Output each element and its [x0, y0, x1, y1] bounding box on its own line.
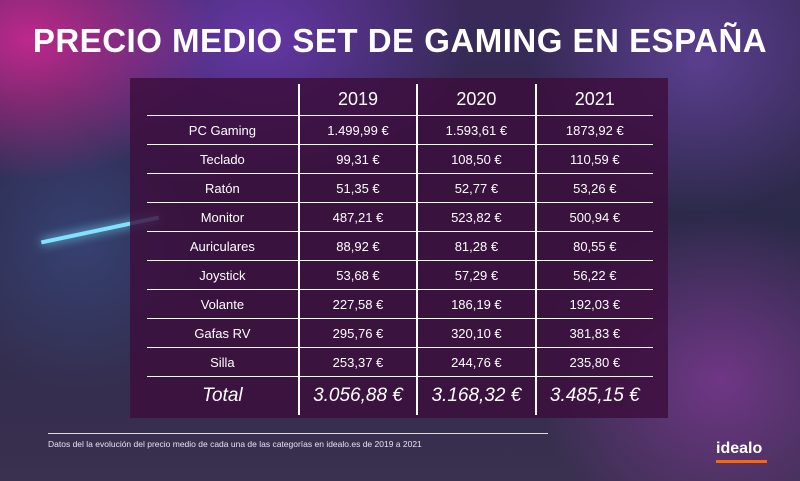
cell-2020: 523,82 €	[416, 202, 536, 232]
cell-2019: 53,68 €	[297, 260, 418, 290]
cell-2019: 295,76 €	[297, 318, 418, 348]
header-row: 2019 2020 2021	[147, 84, 653, 116]
cell-2021: 381,83 €	[534, 318, 653, 348]
cell-2019: 99,31 €	[297, 144, 418, 174]
row-label: Teclado	[147, 144, 299, 174]
total-label: Total	[147, 376, 299, 415]
cell-2021: 80,55 €	[534, 231, 653, 261]
cell-2021: 500,94 €	[534, 202, 653, 232]
cell-2020: 186,19 €	[416, 289, 536, 319]
table-row: PC Gaming 1.499,99 € 1.593,61 € 1873,92 …	[147, 115, 653, 145]
row-label: PC Gaming	[147, 115, 299, 145]
cell-2019: 1.499,99 €	[297, 115, 418, 145]
header-cell-empty	[147, 84, 299, 116]
header-2021: 2021	[534, 84, 653, 116]
row-label: Monitor	[147, 202, 299, 232]
total-2020: 3.168,32 €	[416, 376, 536, 415]
total-2021: 3.485,15 €	[534, 376, 653, 415]
page-title: PRECIO MEDIO SET DE GAMING EN ESPAÑA	[32, 22, 768, 59]
row-label: Volante	[147, 289, 299, 319]
table-row: Auriculares 88,92 € 81,28 € 80,55 €	[147, 231, 653, 261]
cell-2021: 235,80 €	[534, 347, 653, 377]
cell-2020: 1.593,61 €	[416, 115, 536, 145]
cell-2019: 253,37 €	[297, 347, 418, 377]
price-table: 2019 2020 2021 PC Gaming 1.499,99 € 1.59…	[147, 84, 653, 415]
table-row: Silla 253,37 € 244,76 € 235,80 €	[147, 347, 653, 377]
header-2019: 2019	[297, 84, 418, 116]
footer-divider	[48, 433, 548, 434]
cell-2019: 88,92 €	[297, 231, 418, 261]
cell-2021: 1873,92 €	[534, 115, 653, 145]
logo-underline	[716, 460, 767, 463]
row-label: Gafas RV	[147, 318, 299, 348]
idealo-logo: idealo	[716, 440, 763, 457]
table-row: Teclado 99,31 € 108,50 € 110,59 €	[147, 144, 653, 174]
cell-2021: 110,59 €	[534, 144, 653, 174]
table-row: Gafas RV 295,76 € 320,10 € 381,83 €	[147, 318, 653, 348]
footer-note: Datos del la evolución del precio medio …	[48, 439, 422, 449]
cell-2021: 192,03 €	[534, 289, 653, 319]
row-label: Auriculares	[147, 231, 299, 261]
cell-2021: 56,22 €	[534, 260, 653, 290]
table-row: Monitor 487,21 € 523,82 € 500,94 €	[147, 202, 653, 232]
cell-2019: 51,35 €	[297, 173, 418, 203]
cell-2019: 227,58 €	[297, 289, 418, 319]
cell-2020: 57,29 €	[416, 260, 536, 290]
cell-2019: 487,21 €	[297, 202, 418, 232]
table-row: Volante 227,58 € 186,19 € 192,03 €	[147, 289, 653, 319]
cell-2020: 81,28 €	[416, 231, 536, 261]
table-row: Joystick 53,68 € 57,29 € 56,22 €	[147, 260, 653, 290]
cell-2020: 52,77 €	[416, 173, 536, 203]
total-2019: 3.056,88 €	[297, 376, 418, 415]
header-2020: 2020	[416, 84, 536, 116]
table-row: Ratón 51,35 € 52,77 € 53,26 €	[147, 173, 653, 203]
cell-2020: 108,50 €	[416, 144, 536, 174]
cell-2020: 320,10 €	[416, 318, 536, 348]
row-label: Silla	[147, 347, 299, 377]
row-label: Joystick	[147, 260, 299, 290]
row-label: Ratón	[147, 173, 299, 203]
cell-2021: 53,26 €	[534, 173, 653, 203]
cell-2020: 244,76 €	[416, 347, 536, 377]
total-row: Total 3.056,88 € 3.168,32 € 3.485,15 €	[147, 376, 653, 415]
